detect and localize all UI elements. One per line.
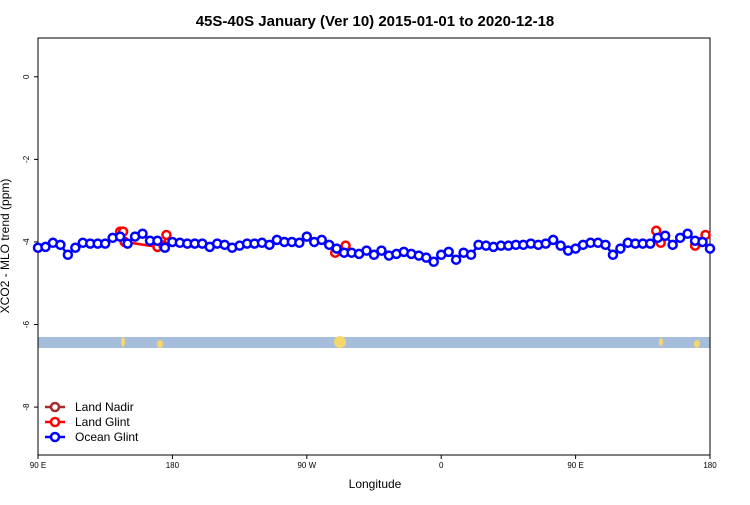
point — [555, 240, 566, 251]
point — [137, 228, 148, 239]
point — [70, 242, 81, 253]
x-tick-label: 0 — [439, 461, 444, 470]
point — [682, 228, 693, 239]
point — [264, 239, 275, 251]
point — [607, 249, 619, 261]
y-tick-label: 0 — [22, 74, 31, 79]
y-tick-label: -6 — [22, 320, 31, 328]
x-axis-label: Longitude — [349, 477, 402, 491]
y-tick-label: -8 — [22, 403, 31, 411]
point — [159, 242, 171, 253]
legend-marker — [49, 416, 61, 428]
point — [428, 256, 439, 268]
point — [361, 245, 372, 256]
legend-label: Land Glint — [75, 415, 130, 429]
legend-label: Ocean Glint — [75, 430, 139, 444]
point — [368, 249, 380, 261]
x-tick-label: 90 E — [567, 461, 583, 470]
point — [152, 235, 163, 246]
point — [316, 234, 327, 246]
point — [294, 237, 305, 249]
legend-marker — [49, 431, 61, 443]
point — [465, 249, 477, 261]
y-axis-label: XCO2 - MLO trend (ppm) — [0, 179, 12, 314]
y-tick-label: -4 — [22, 238, 31, 246]
point — [301, 231, 313, 242]
point — [443, 246, 454, 258]
point — [331, 243, 342, 254]
point — [122, 238, 133, 249]
point — [450, 254, 462, 265]
y-tick-label: -2 — [22, 155, 31, 163]
point — [667, 239, 678, 251]
point — [674, 232, 686, 244]
point — [55, 239, 66, 251]
x-tick-label: 180 — [703, 461, 717, 470]
point — [547, 234, 559, 246]
point — [704, 243, 716, 254]
point — [615, 243, 626, 254]
point — [421, 252, 432, 263]
point — [161, 229, 172, 241]
x-tick-label: 90 W — [297, 461, 316, 470]
point — [376, 245, 387, 256]
point — [40, 241, 51, 253]
legend-marker — [49, 401, 61, 413]
x-tick-label: 90 E — [30, 461, 46, 470]
point — [659, 230, 671, 242]
land-ocean-strip — [38, 336, 710, 348]
point — [62, 249, 74, 261]
chart-title: 45S-40S January (Ver 10) 2015-01-01 to 2… — [196, 13, 555, 30]
point — [645, 238, 656, 249]
point — [697, 236, 708, 248]
point — [600, 239, 611, 251]
point — [99, 238, 111, 249]
x-tick-label: 180 — [166, 461, 180, 470]
legend-label: Land Nadir — [75, 400, 134, 414]
point — [114, 231, 126, 242]
